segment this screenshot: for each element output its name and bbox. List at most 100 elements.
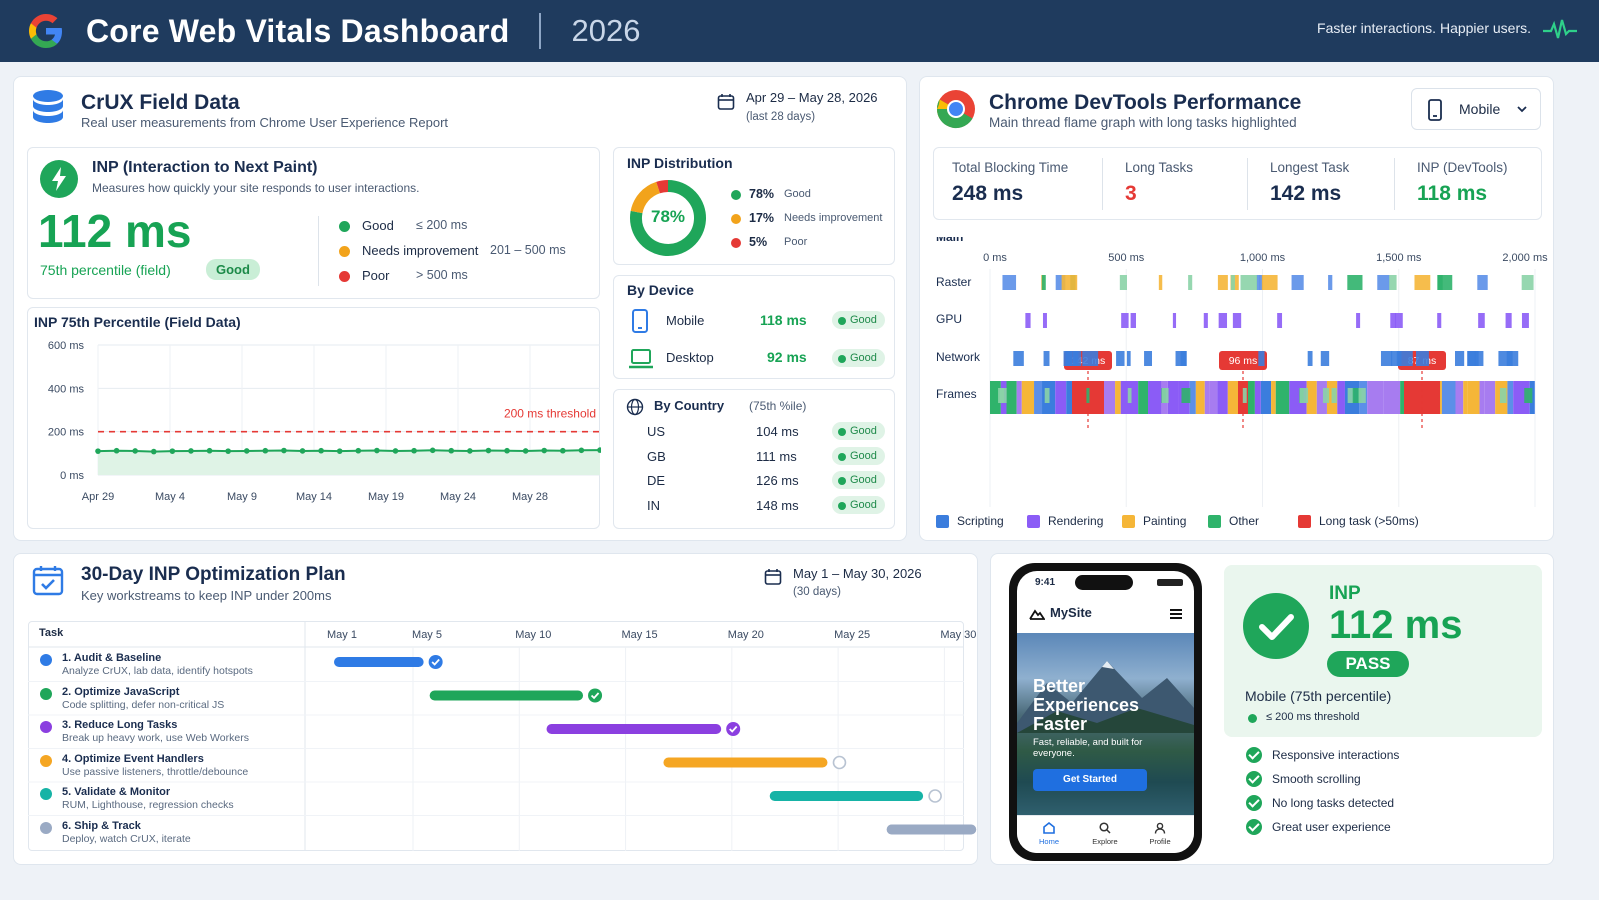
distribution-dot — [731, 190, 741, 200]
country-code: US — [647, 424, 666, 439]
mobile-phone-icon — [1428, 99, 1442, 121]
inp-divider — [318, 216, 319, 286]
main-task-block — [1484, 381, 1496, 414]
track-block — [1388, 275, 1397, 290]
data-point — [188, 448, 194, 454]
threshold-range: > 500 ms — [416, 268, 468, 282]
phone-status-icons — [1157, 579, 1183, 586]
track-label: Main — [936, 237, 963, 244]
track-block — [1328, 275, 1333, 290]
chrome-icon — [936, 90, 975, 129]
plan-subtitle: Key workstreams to keep INP under 200ms — [81, 588, 332, 603]
distribution-dot — [731, 238, 741, 248]
data-point — [522, 448, 529, 454]
top-bar: Core Web Vitals Dashboard 2026 Faster in… — [0, 0, 1599, 62]
main-task-block — [1271, 381, 1276, 414]
metric-inp-value: 118 ms — [1417, 182, 1488, 205]
track-label: GPU — [936, 312, 962, 326]
check-icon — [1246, 747, 1262, 763]
calendar-check-icon — [32, 566, 64, 596]
track-block — [1331, 388, 1337, 403]
gantt-date-label: May 20 — [728, 629, 764, 641]
donut-slice — [630, 181, 661, 214]
track-block — [1437, 275, 1453, 290]
time-tick-label: 0 ms — [983, 252, 1007, 264]
task-desc: Deploy, watch CrUX, iterate — [62, 832, 191, 845]
hamburger-menu-icon[interactable] — [1170, 609, 1182, 619]
track-block — [1025, 313, 1031, 328]
search-icon[interactable] — [1099, 822, 1111, 834]
inp-line-chart: 600 ms 400 ms 200 ms 0 ms Apr 29 May 4 May 9 Ma… — [48, 340, 601, 503]
nav-home-label[interactable]: Home — [1038, 837, 1059, 846]
distribution-panel: INP Distribution 78% 78% Good 17% Needs imp… — [613, 147, 895, 265]
data-point — [113, 447, 120, 454]
distribution-pct: 78% — [749, 187, 775, 201]
time-tick-label: 2,000 ms — [1502, 252, 1548, 264]
task-title: 5. Validate & Monitor — [62, 786, 171, 798]
main-task-block — [1189, 381, 1196, 414]
legend-item: Other — [1208, 514, 1259, 528]
distribution-label: Poor — [784, 236, 808, 248]
result-label: INP — [1329, 583, 1361, 604]
data-point — [169, 448, 176, 454]
task-color-dot — [40, 654, 52, 666]
main-task-block — [1337, 381, 1345, 414]
main-task-block — [1254, 381, 1261, 414]
y-tick-label: 0 ms — [60, 470, 84, 482]
country-value: 111 ms — [756, 448, 797, 464]
devtools-metrics: Total Blocking Time 248 ms Long Tasks 3 … — [933, 147, 1542, 220]
task-done-icon — [428, 655, 443, 669]
data-point — [429, 447, 436, 454]
inp-status-badge: Good — [206, 259, 260, 280]
check-circle-icon — [1243, 593, 1309, 659]
track-block — [1130, 313, 1136, 328]
gantt-task-row: 2. Optimize JavaScript Code splitting, de… — [40, 686, 310, 711]
task-title: 2. Optimize JavaScript — [62, 685, 180, 698]
nav-explore-label[interactable]: Explore — [1092, 837, 1118, 846]
device-select-value: Mobile — [1459, 101, 1501, 117]
gantt-date-label: May 15 — [622, 629, 658, 641]
legend-label: Other — [1229, 514, 1260, 528]
threshold-dot — [339, 221, 350, 232]
device-select[interactable]: Mobile — [1411, 88, 1541, 130]
track-block — [1506, 351, 1519, 366]
data-point — [150, 448, 157, 455]
main-task-block — [1463, 381, 1468, 414]
x-tick-label: May 9 — [227, 491, 257, 503]
task-desc: Analyze CrUX, lab data, identify hotspot… — [62, 665, 253, 677]
phone-bottom-nav: Home Explore Profile — [1017, 815, 1194, 853]
track-block — [999, 388, 1007, 403]
metric-divider — [1247, 158, 1248, 210]
track-block — [1395, 313, 1403, 328]
checkmark — [729, 725, 738, 733]
track-block — [1061, 275, 1078, 290]
main-task-block — [1006, 381, 1017, 414]
profile-icon[interactable] — [1154, 822, 1166, 834]
metric-inp-label: INP (DevTools) — [1417, 160, 1508, 175]
laptop-icon — [629, 349, 653, 369]
main-task-block — [1534, 381, 1535, 414]
nav-profile-label[interactable]: Profile — [1149, 837, 1171, 846]
chart-title: INP 75th Percentile (Field Data) — [34, 314, 241, 330]
task-done-icon — [588, 688, 603, 703]
tagline: Faster interactions. Happier users. — [1317, 20, 1531, 36]
get-started-button[interactable]: Get Started — [1033, 769, 1147, 791]
check-item: Great user experience — [1246, 819, 1391, 835]
phone-result-card: 9:41 MySite Better Experiences Faster Fa… — [990, 553, 1554, 865]
track-block — [1467, 351, 1476, 366]
long-task-badge — [1219, 351, 1267, 370]
main-task-block — [1479, 381, 1485, 414]
threshold-dot — [339, 271, 350, 282]
home-icon[interactable] — [1043, 822, 1055, 834]
main-task-block — [1455, 381, 1464, 414]
main-task-block — [1055, 381, 1067, 414]
track-block — [1299, 388, 1309, 403]
main-task-block — [1316, 381, 1327, 414]
device-panel: By Device Mobile 118 ms Good Desktop 92 … — [613, 275, 895, 379]
track-block — [1013, 351, 1024, 366]
task-color-dot — [40, 754, 52, 767]
threshold-label: Needs improvement — [362, 243, 479, 258]
track-block — [1477, 275, 1488, 290]
main-task-block — [1204, 381, 1210, 414]
plan-date-range: May 1 – May 30, 2026 — [793, 566, 922, 581]
